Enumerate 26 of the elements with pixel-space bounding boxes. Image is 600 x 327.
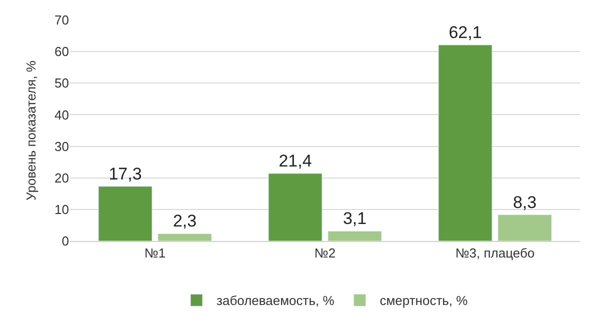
y-tick-label: 60 — [54, 44, 69, 60]
y-tick-label: 10 — [54, 202, 69, 217]
y-axis-title: Уровень показателя, % — [23, 60, 38, 200]
data-label: 17,3 — [108, 164, 142, 184]
y-tick-label: 20 — [54, 170, 69, 186]
bar — [498, 214, 552, 241]
x-tick-label: №3, плацебо — [455, 246, 535, 261]
data-label: 21,4 — [278, 151, 312, 170]
y-tick-label: 40 — [54, 107, 69, 122]
data-label: 62,1 — [448, 22, 482, 42]
x-tick-label: №2 — [314, 246, 336, 261]
y-tick-label: 0 — [62, 234, 69, 249]
bar — [328, 230, 382, 241]
x-tick-label: №1 — [144, 246, 166, 261]
bar — [98, 186, 152, 241]
legend-label: заболеваемость, % — [216, 293, 335, 308]
legend-label: смертность, % — [380, 293, 468, 308]
bar — [438, 44, 492, 241]
y-tick-label: 50 — [54, 76, 69, 91]
data-label: 3,1 — [342, 209, 367, 228]
y-tick-label: 70 — [54, 12, 69, 28]
y-tick-label: 30 — [54, 138, 69, 154]
bar — [268, 173, 322, 241]
bar — [158, 233, 212, 241]
data-label: 2,3 — [172, 212, 197, 231]
data-label: 8,3 — [512, 192, 537, 212]
